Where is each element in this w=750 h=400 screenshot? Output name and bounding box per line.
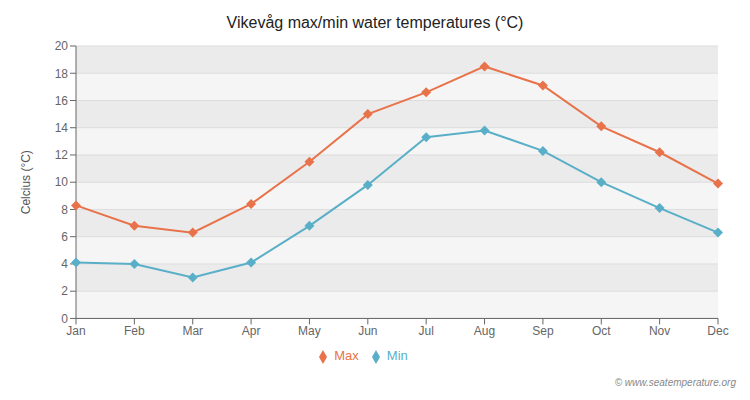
svg-text:Celcius (°C): Celcius (°C)	[19, 150, 33, 214]
html-text:Vikevåg max/min water temperat: Vikevåg max/min water temperatures (°C)	[226, 14, 524, 31]
svg-text:6: 6	[61, 230, 68, 244]
svg-text:4: 4	[61, 257, 68, 271]
html-text:© www.seatemperature.org: © www.seatemperature.org	[614, 377, 736, 388]
svg-text:Mar: Mar	[182, 324, 203, 338]
svg-text:Nov: Nov	[649, 324, 670, 338]
svg-text:10: 10	[55, 175, 69, 189]
svg-text:2: 2	[61, 284, 68, 298]
svg-text:Sep: Sep	[532, 324, 554, 338]
svg-text:Aug: Aug	[474, 324, 495, 338]
svg-text:8: 8	[61, 203, 68, 217]
svg-text:18: 18	[55, 67, 69, 81]
svg-text:16: 16	[55, 94, 69, 108]
svg-text:Jul: Jul	[419, 324, 434, 338]
svg-text:Jan: Jan	[66, 324, 85, 338]
svg-text:Oct: Oct	[592, 324, 611, 338]
html-text:Min: Min	[386, 348, 408, 364]
svg-text:Apr: Apr	[242, 324, 261, 338]
html-text:Max: Max	[334, 348, 359, 364]
svg-text:Feb: Feb	[124, 324, 145, 338]
svg-text:20: 20	[55, 39, 69, 53]
svg-text:12: 12	[55, 148, 69, 162]
svg-text:Jun: Jun	[358, 324, 377, 338]
svg-text:Dec: Dec	[707, 324, 728, 338]
svg-text:14: 14	[55, 121, 69, 135]
svg-text:May: May	[298, 324, 321, 338]
svg-text:0: 0	[61, 312, 68, 326]
